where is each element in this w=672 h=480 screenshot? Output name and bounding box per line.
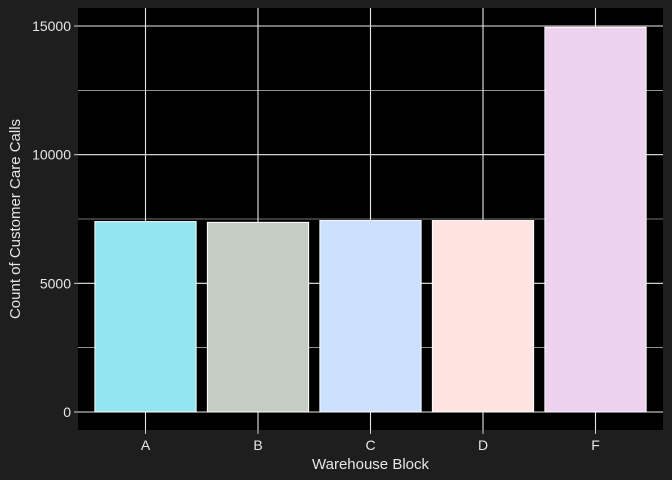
y-axis-ticks: 0 5000 10000 15000: [32, 18, 78, 420]
x-tick-label: B: [253, 437, 262, 453]
bars: [94, 26, 647, 413]
y-tick-label: 10000: [32, 147, 71, 163]
y-tick-label: 15000: [32, 18, 71, 34]
bar-b: [206, 221, 310, 413]
x-axis-title: Warehouse Block: [312, 456, 429, 473]
x-tick-label: F: [591, 437, 600, 453]
y-axis-title: Count of Customer Care Calls: [7, 119, 24, 319]
bar-d: [431, 220, 535, 413]
y-tick-label: 0: [63, 404, 71, 420]
bar-f: [544, 26, 647, 413]
bar-c: [319, 220, 422, 413]
y-tick-label: 5000: [40, 275, 71, 291]
bar-a: [94, 221, 197, 413]
x-tick-label: A: [141, 437, 151, 453]
x-tick-label: D: [478, 437, 488, 453]
x-tick-label: C: [365, 437, 375, 453]
